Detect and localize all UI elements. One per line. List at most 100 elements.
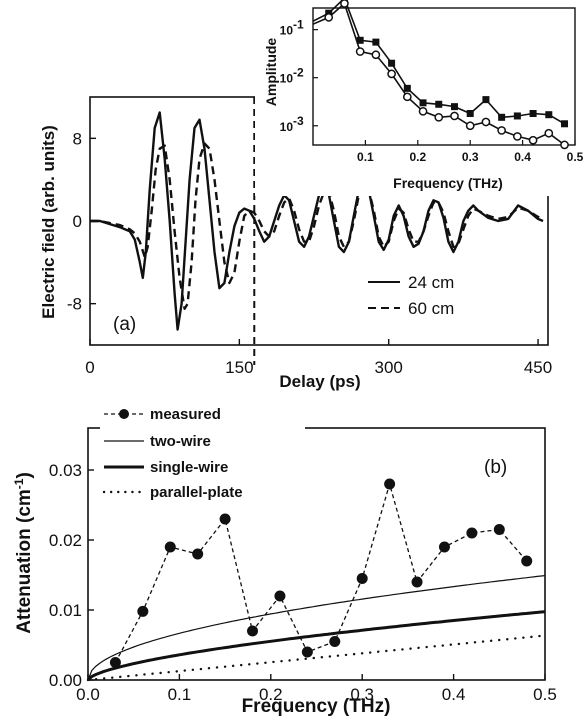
inset-frame [312,7,576,146]
panel-a-x-axis-label: Delay (ps) [279,372,360,391]
inset-point-square [498,113,506,121]
measured-point [301,646,313,658]
inset-point-square [482,96,490,104]
panel-b-y-tick-label: 0.01 [49,601,82,620]
panel-b-y-label-main: Attenuation (cm [14,489,35,634]
inset-point-square [372,38,380,46]
panel-b-x-axis-label: Frequency (THz) [242,696,391,717]
panel-b-y-tick-label: 0.02 [49,531,82,550]
model-curve-single-wire [86,610,546,682]
panel-b-x-tick-label: 0.2 [259,685,283,704]
inset-point-circle [560,140,569,150]
inset-y-tick-exponent: -2 [293,66,304,80]
inset-point-circle [340,0,349,8]
measured-point [521,555,533,567]
panel-a-ticks: 0 150 300 450 -8 0 8 [67,129,552,377]
inset-point-circle [544,128,554,138]
measured-point [493,524,505,535]
inset-point-square [513,112,521,120]
inset-point-square [388,59,396,67]
panel-a-series [90,97,544,365]
inset-y-tick-exponent: -3 [293,114,304,128]
measured-point [384,478,396,490]
legend-label-parallel-plate: parallel-plate [150,484,243,501]
legend-label-60cm: 60 cm [408,299,454,318]
measured-point [137,605,149,617]
panel-a-chart: 0 150 300 450 -8 0 8 Delay (ps) Electric field… [39,96,552,391]
panel-b-series [86,478,547,682]
series-line-60cm [90,142,544,310]
panel-b-legend: measured two-wire single-wire parallel-p… [100,400,305,502]
panel-b-x-tick-label: 0.4 [442,685,466,704]
inset-point-square [466,110,474,118]
inset-point-square [403,84,411,92]
panel-a-legend: 24 cm 60 cm [368,273,454,318]
panel-b-chart: 0.0 0.1 0.2 0.3 0.4 0.5 0.00 0.01 0.02 0.03 Frequ… [12,400,557,717]
inset-x-axis-label: Frequency (THz) [393,175,503,191]
panel-a-y-tick-label: 0 [73,212,82,231]
inset-point-circle [434,112,444,122]
inset-chart: 0.1 0.2 0.3 0.4 0.510-110-210-3 Frequency (T… [255,0,584,196]
measured-line [114,481,528,663]
inset-series [312,0,569,150]
inset-y-tick-label: 10 [280,120,294,134]
inset-point-square [545,111,553,119]
inset-y-tick-label: 10 [280,24,294,38]
inset-point-circle [371,50,381,60]
panel-b-y-label-close: ) [14,472,35,478]
inset-point-circle [324,13,334,22]
panel-b-legend-background [100,400,305,502]
panel-b-frame [87,427,546,681]
inset-point-circle [355,47,365,56]
inset-x-tick-label: 0.5 [567,150,584,164]
inset-ticks: 0.1 0.2 0.3 0.4 0.510-110-210-3 [280,18,584,164]
inset-point-square [419,99,427,107]
measured-point [329,636,341,647]
inset-point-circle [528,135,538,145]
measured-point [466,527,478,539]
inset-y-tick-exponent: -1 [293,18,304,32]
panel-a-x-tick-label: 150 [225,358,253,377]
inset-point-circle [465,121,475,131]
inset-point-circle [513,132,522,141]
panel-b-x-tick-label: 0.5 [533,685,557,704]
measured-point [247,625,259,637]
inset-x-tick-label: 0.1 [357,150,374,164]
model-curve-two-wire [87,575,546,681]
legend-label-single-wire: single-wire [150,459,228,476]
measured-point [164,541,176,553]
inset-point-square [356,36,364,44]
inset-point-circle [450,111,459,121]
legend-label-measured: measured [150,406,221,423]
measured-point [219,513,231,525]
panel-a-x-tick-label: 0 [85,358,94,377]
inset-point-circle [402,92,412,102]
panel-b-x-tick-label: 0.3 [350,685,374,704]
inset-point-circle [481,117,491,127]
inset-x-tick-label: 0.3 [462,150,479,164]
panel-a-x-tick-label: 450 [524,358,552,377]
panel-a-tag: (a) [113,314,136,335]
measured-point [438,541,450,553]
legend-label-two-wire: two-wire [150,433,211,450]
inset-point-circle [497,126,506,135]
inset-x-tick-label: 0.2 [409,150,426,164]
panel-a-y-tick-label: 8 [73,129,82,148]
panel-b-y-label-sup: -1 [12,478,26,489]
panel-b-y-tick-label: 0.03 [49,461,82,480]
inset-point-square [529,110,537,118]
panel-b-y-tick-label: 0.00 [49,671,82,690]
inset-y-tick-label: 10 [280,72,294,86]
measured-point [192,548,204,560]
measured-point [274,590,286,602]
inset-point-square [561,120,569,128]
panel-b-x-tick-label: 0.0 [76,685,100,704]
panel-a-x-tick-label: 300 [375,358,403,377]
panel-b-tag: (b) [484,457,507,478]
legend-label-24cm: 24 cm [408,273,454,292]
legend-marker-measured [119,409,129,419]
measured-point [109,657,121,668]
panel-a-y-tick-label: -8 [67,295,82,314]
inset-point-square [435,100,443,108]
